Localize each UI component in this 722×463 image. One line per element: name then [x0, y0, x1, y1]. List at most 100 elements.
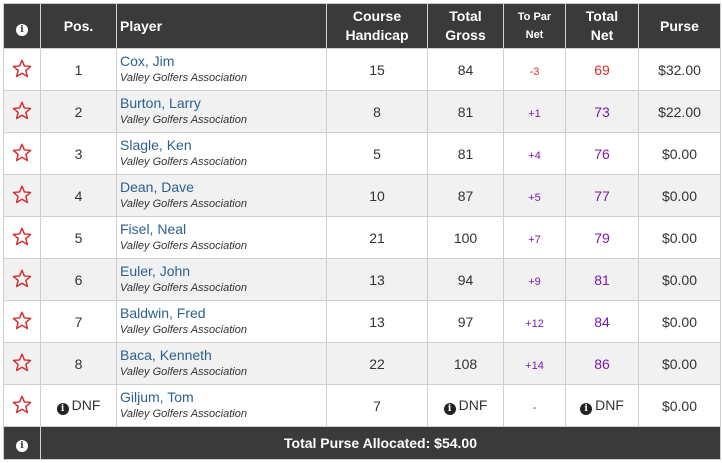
- to-par-net-cell: +7: [503, 216, 566, 259]
- info-circle-icon[interactable]: i: [16, 440, 28, 452]
- total-gross-cell: 81: [427, 132, 504, 175]
- header-purse[interactable]: Purse: [638, 3, 721, 49]
- player-name-link[interactable]: Fisel, Neal: [120, 220, 187, 237]
- player-club: Valley Golfers Association: [120, 281, 247, 294]
- player-name-link[interactable]: Dean, Dave: [120, 178, 194, 195]
- favorite-cell[interactable]: [3, 132, 41, 175]
- player-name-link[interactable]: Baca, Kenneth: [120, 346, 212, 363]
- table-row: 5 Fisel, Neal Valley Golfers Association…: [3, 216, 721, 259]
- to-par-net-cell: +5: [503, 174, 566, 217]
- total-net-cell: 81: [565, 258, 639, 301]
- purse-cell: $0.00: [638, 342, 721, 385]
- total-gross-cell: 81: [427, 90, 504, 133]
- pos-cell: 8: [40, 342, 117, 385]
- favorite-cell[interactable]: [3, 384, 41, 427]
- star-outline-icon[interactable]: [12, 185, 32, 204]
- course-handicap-cell: 5: [326, 132, 428, 175]
- star-outline-icon[interactable]: [12, 227, 32, 246]
- player-cell: Giljum, Tom Valley Golfers Association: [116, 384, 327, 427]
- purse-cell: $0.00: [638, 174, 721, 217]
- info-circle-icon[interactable]: i: [580, 402, 593, 415]
- total-gross-cell: 108: [427, 342, 504, 385]
- favorite-cell[interactable]: [3, 258, 41, 301]
- purse-cell: $0.00: [638, 300, 721, 343]
- favorite-cell[interactable]: [3, 90, 41, 133]
- total-net-cell: i DNF: [565, 384, 639, 427]
- course-handicap-cell: 10: [326, 174, 428, 217]
- star-outline-icon[interactable]: [12, 59, 32, 78]
- player-name-link[interactable]: Euler, John: [120, 262, 191, 279]
- player-cell: Baca, Kenneth Valley Golfers Association: [116, 342, 327, 385]
- header-info[interactable]: i: [3, 3, 41, 49]
- total-gross-cell: 100: [427, 216, 504, 259]
- star-outline-icon[interactable]: [12, 269, 32, 288]
- favorite-cell[interactable]: [3, 174, 41, 217]
- purse-cell: $0.00: [638, 384, 721, 427]
- pos-cell: 6: [40, 258, 117, 301]
- header-pos[interactable]: Pos.: [40, 3, 117, 49]
- footer-info[interactable]: i: [3, 426, 41, 460]
- course-handicap-cell: 13: [326, 258, 428, 301]
- to-par-net-cell: -3: [503, 48, 566, 91]
- header-total-net[interactable]: Total Net: [565, 3, 639, 49]
- purse-cell: $22.00: [638, 90, 721, 133]
- player-club: Valley Golfers Association: [120, 155, 247, 168]
- player-club: Valley Golfers Association: [120, 365, 247, 378]
- leaderboard-table: i Pos. Player Course Handicap Total Gros…: [3, 3, 721, 460]
- total-gross-cell: 97: [427, 300, 504, 343]
- header-total-gross[interactable]: Total Gross: [427, 3, 504, 49]
- player-name-link[interactable]: Slagle, Ken: [120, 136, 192, 153]
- to-par-net-cell: +14: [503, 342, 566, 385]
- footer-row: i Total Purse Allocated: $54.00: [3, 426, 721, 460]
- player-cell: Baldwin, Fred Valley Golfers Association: [116, 300, 327, 343]
- total-gross-cell: 94: [427, 258, 504, 301]
- player-club: Valley Golfers Association: [120, 323, 247, 336]
- header-row: i Pos. Player Course Handicap Total Gros…: [3, 3, 721, 49]
- pos-cell: 4: [40, 174, 117, 217]
- player-name-link[interactable]: Giljum, Tom: [120, 388, 194, 405]
- player-name-link[interactable]: Burton, Larry: [120, 94, 201, 111]
- course-handicap-cell: 15: [326, 48, 428, 91]
- star-outline-icon[interactable]: [12, 311, 32, 330]
- total-gross-cell: i DNF: [427, 384, 504, 427]
- player-club: Valley Golfers Association: [120, 407, 247, 420]
- pos-cell: 2: [40, 90, 117, 133]
- course-handicap-cell: 8: [326, 90, 428, 133]
- info-circle-icon[interactable]: i: [443, 402, 456, 415]
- favorite-cell[interactable]: [3, 216, 41, 259]
- table-row: 6 Euler, John Valley Golfers Association…: [3, 258, 721, 301]
- info-circle-icon[interactable]: i: [16, 23, 28, 36]
- total-net-cell: 77: [565, 174, 639, 217]
- player-cell: Burton, Larry Valley Golfers Association: [116, 90, 327, 133]
- total-gross-cell: 87: [427, 174, 504, 217]
- to-par-net-cell: +9: [503, 258, 566, 301]
- player-name-link[interactable]: Baldwin, Fred: [120, 304, 206, 321]
- star-outline-icon[interactable]: [12, 395, 32, 414]
- favorite-cell[interactable]: [3, 342, 41, 385]
- to-par-net-cell: +12: [503, 300, 566, 343]
- total-net-cell: 69: [565, 48, 639, 91]
- favorite-cell[interactable]: [3, 48, 41, 91]
- pos-cell: 1: [40, 48, 117, 91]
- purse-cell: $0.00: [638, 258, 721, 301]
- star-outline-icon[interactable]: [12, 143, 32, 162]
- player-cell: Dean, Dave Valley Golfers Association: [116, 174, 327, 217]
- total-net-cell: 79: [565, 216, 639, 259]
- table-row: i DNF Giljum, Tom Valley Golfers Associat…: [3, 384, 721, 427]
- pos-cell: i DNF: [40, 384, 117, 427]
- info-circle-icon[interactable]: i: [56, 402, 69, 415]
- player-cell: Euler, John Valley Golfers Association: [116, 258, 327, 301]
- header-player[interactable]: Player: [116, 3, 327, 49]
- to-par-net-cell: +1: [503, 90, 566, 133]
- header-to-par-net[interactable]: To Par Net: [503, 3, 566, 49]
- player-name-link[interactable]: Cox, Jim: [120, 52, 175, 69]
- course-handicap-cell: 13: [326, 300, 428, 343]
- total-net-cell: 86: [565, 342, 639, 385]
- star-outline-icon[interactable]: [12, 353, 32, 372]
- course-handicap-cell: 22: [326, 342, 428, 385]
- favorite-cell[interactable]: [3, 300, 41, 343]
- star-outline-icon[interactable]: [12, 101, 32, 120]
- table-row: 2 Burton, Larry Valley Golfers Associati…: [3, 90, 721, 133]
- header-course-handicap[interactable]: Course Handicap: [326, 3, 428, 49]
- total-net-cell: 84: [565, 300, 639, 343]
